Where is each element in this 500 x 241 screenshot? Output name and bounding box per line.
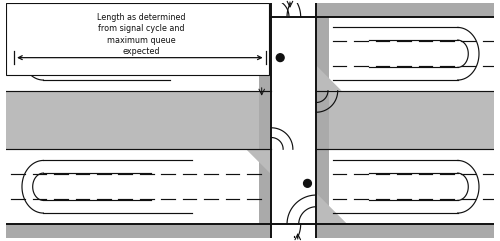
Polygon shape: [316, 193, 348, 224]
FancyBboxPatch shape: [6, 3, 270, 75]
Text: Length as determined
from signal cycle and
maximum queue
expected: Length as determined from signal cycle a…: [96, 13, 185, 56]
Polygon shape: [246, 149, 272, 174]
Polygon shape: [240, 17, 272, 48]
Circle shape: [304, 180, 312, 187]
Circle shape: [276, 54, 284, 61]
Polygon shape: [316, 66, 342, 91]
